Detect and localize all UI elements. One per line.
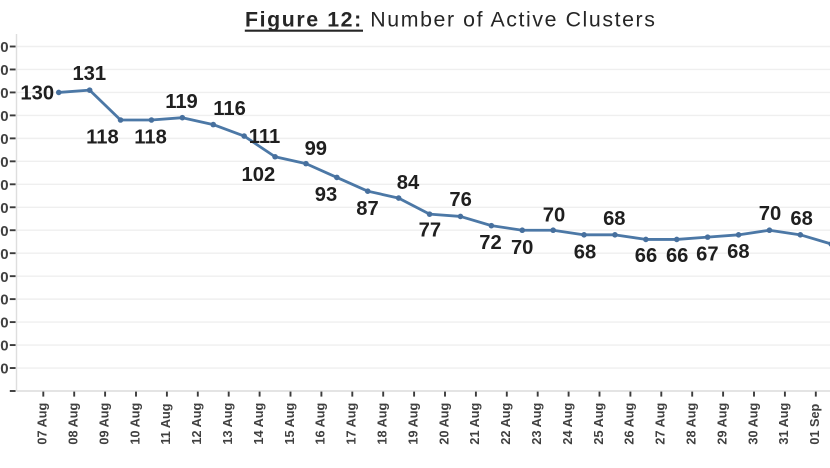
svg-text:118: 118 — [86, 127, 119, 149]
svg-text:0: 0 — [0, 62, 8, 79]
svg-text:0: 0 — [0, 200, 8, 217]
svg-text:76: 76 — [449, 189, 471, 211]
svg-text:102: 102 — [242, 164, 276, 186]
svg-text:12 Aug: 12 Aug — [190, 403, 204, 445]
svg-text:22 Aug: 22 Aug — [499, 403, 513, 445]
svg-text:119: 119 — [165, 91, 198, 113]
svg-text:68: 68 — [574, 241, 596, 263]
svg-text:131: 131 — [72, 63, 106, 85]
svg-text:10 Aug: 10 Aug — [128, 403, 142, 445]
svg-text:68: 68 — [603, 208, 625, 230]
svg-text:28 Aug: 28 Aug — [685, 403, 699, 445]
svg-text:26 Aug: 26 Aug — [623, 403, 637, 445]
svg-text:23 Aug: 23 Aug — [530, 403, 544, 445]
svg-text:13 Aug: 13 Aug — [221, 403, 235, 445]
svg-text:130: 130 — [20, 82, 54, 104]
svg-text:24 Aug: 24 Aug — [561, 403, 575, 445]
svg-text:87: 87 — [356, 198, 378, 220]
svg-text:77: 77 — [419, 220, 441, 242]
svg-text:30 Aug: 30 Aug — [746, 403, 760, 445]
svg-text:72: 72 — [479, 232, 501, 254]
svg-text:116: 116 — [213, 98, 246, 120]
svg-text:67: 67 — [696, 243, 718, 265]
svg-text:Figure 12: Number of Active Cl: Figure 12: Number of Active Clusters — [245, 8, 656, 32]
svg-text:20 Aug: 20 Aug — [437, 403, 451, 445]
svg-text:16 Aug: 16 Aug — [314, 403, 328, 445]
svg-text:25 Aug: 25 Aug — [592, 403, 606, 445]
svg-text:29 Aug: 29 Aug — [715, 403, 729, 445]
svg-text:01 Sep: 01 Sep — [808, 403, 822, 444]
svg-text:84: 84 — [397, 172, 420, 194]
svg-text:0: 0 — [0, 361, 8, 378]
svg-text:09 Aug: 09 Aug — [97, 403, 111, 445]
svg-text:0: 0 — [0, 315, 8, 332]
svg-text:68: 68 — [727, 241, 749, 263]
svg-text:0: 0 — [0, 177, 8, 194]
svg-text:111: 111 — [249, 126, 280, 148]
svg-text:15 Aug: 15 Aug — [283, 403, 297, 445]
svg-text:0: 0 — [0, 246, 8, 263]
svg-text:27 Aug: 27 Aug — [654, 403, 668, 445]
svg-text:18 Aug: 18 Aug — [376, 403, 390, 445]
svg-text:11 Aug: 11 Aug — [159, 403, 173, 444]
svg-text:70: 70 — [511, 237, 533, 259]
svg-text:0: 0 — [0, 154, 8, 171]
svg-text:31 Aug: 31 Aug — [777, 403, 791, 445]
svg-text:0: 0 — [0, 338, 8, 355]
svg-text:0: 0 — [0, 269, 8, 286]
svg-text:118: 118 — [134, 127, 167, 149]
svg-text:14 Aug: 14 Aug — [252, 403, 266, 445]
svg-text:70: 70 — [759, 203, 781, 225]
svg-text:21 Aug: 21 Aug — [468, 403, 482, 445]
svg-text:07 Aug: 07 Aug — [36, 403, 50, 445]
svg-text:0: 0 — [0, 292, 8, 309]
svg-text:0: 0 — [0, 85, 8, 102]
svg-text:0: 0 — [0, 223, 8, 240]
svg-text:17 Aug: 17 Aug — [345, 403, 359, 445]
svg-text:70: 70 — [543, 204, 565, 226]
svg-text:08 Aug: 08 Aug — [67, 403, 81, 445]
svg-text:93: 93 — [315, 184, 337, 206]
svg-text:0: 0 — [0, 131, 8, 148]
svg-text:68: 68 — [790, 208, 812, 230]
svg-text:66: 66 — [666, 245, 688, 267]
svg-text:0: 0 — [0, 108, 8, 125]
svg-text:99: 99 — [305, 138, 327, 160]
svg-text:19 Aug: 19 Aug — [406, 403, 420, 445]
svg-text:0: 0 — [0, 39, 8, 56]
svg-text:66: 66 — [635, 245, 657, 267]
